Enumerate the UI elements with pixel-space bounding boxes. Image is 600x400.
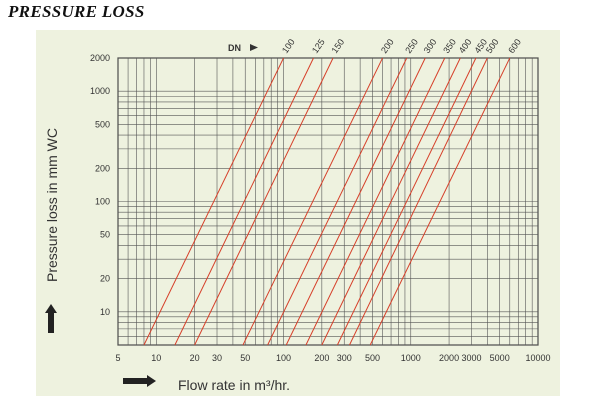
series-line-dn-250 [267,57,408,346]
series-line-dn-500 [349,57,488,346]
y-tick-label: 100 [95,197,110,207]
x-tick-label: 50 [240,353,250,363]
series-line-dn-100 [143,57,284,346]
x-tick-label: 1000 [401,353,421,363]
dn-label-150: 150 [329,37,346,55]
x-tick-label: 500 [365,353,380,363]
x-tick-label: 20 [190,353,200,363]
series-line-dn-125 [174,57,314,346]
series-line-dn-450 [336,57,477,346]
dn-label-350: 350 [441,37,458,55]
x-tick-label: 300 [337,353,352,363]
y-axis-arrow-icon [48,313,54,333]
x-tick-label: 3000 [461,353,481,363]
dn-label-100: 100 [280,37,297,55]
series-line-dn-350 [305,57,446,346]
x-tick-label: 5000 [490,353,510,363]
x-axis-label: Flow rate in m³/hr. [178,377,290,393]
y-axis-arrow-head [45,304,57,313]
page-title: PRESSURE LOSS [8,2,145,21]
series-line-dn-200 [242,57,383,346]
grid-minor [117,57,539,346]
x-tick-labels: 5 10 20 30 50 100 200 300 500 1000 2000 3000 5000 100… [115,353,550,363]
y-tick-label: 500 [95,119,110,129]
x-tick-label: 10000 [525,353,550,363]
dn-label-300: 300 [422,37,439,55]
x-tick-label: 200 [314,353,329,363]
y-tick-label: 50 [100,230,110,240]
y-tick-labels: 10 20 50 100 200 500 1000 2000 [90,53,110,317]
dn-label-600: 600 [506,37,523,55]
x-tick-label: 30 [212,353,222,363]
x-tick-label: 100 [276,353,291,363]
x-axis-arrow-icon [123,378,147,384]
series-line-dn-400 [321,57,461,346]
y-tick-label: 2000 [90,53,110,63]
dn-label-200: 200 [379,37,396,55]
x-tick-label: 10 [151,353,161,363]
x-axis-arrow-head [147,375,156,387]
dn-label-250: 250 [403,37,420,55]
series-line-dn-150 [194,57,334,346]
y-tick-label: 10 [100,307,110,317]
x-tick-label: 2000 [439,353,459,363]
y-tick-label: 200 [95,163,110,173]
series-lines [143,57,511,346]
dn-legend-title: DN [228,43,241,53]
y-axis-label: Pressure loss in mm WC [44,128,60,282]
y-tick-label: 1000 [90,86,110,96]
series-line-dn-600 [369,57,511,346]
dn-label-400: 400 [457,37,474,55]
dn-arrow-icon [250,44,258,51]
dn-label-500: 500 [484,37,501,55]
dn-label-125: 125 [310,37,327,55]
x-tick-label: 5 [115,353,120,363]
y-tick-label: 20 [100,274,110,284]
series-line-dn-300 [285,57,426,346]
